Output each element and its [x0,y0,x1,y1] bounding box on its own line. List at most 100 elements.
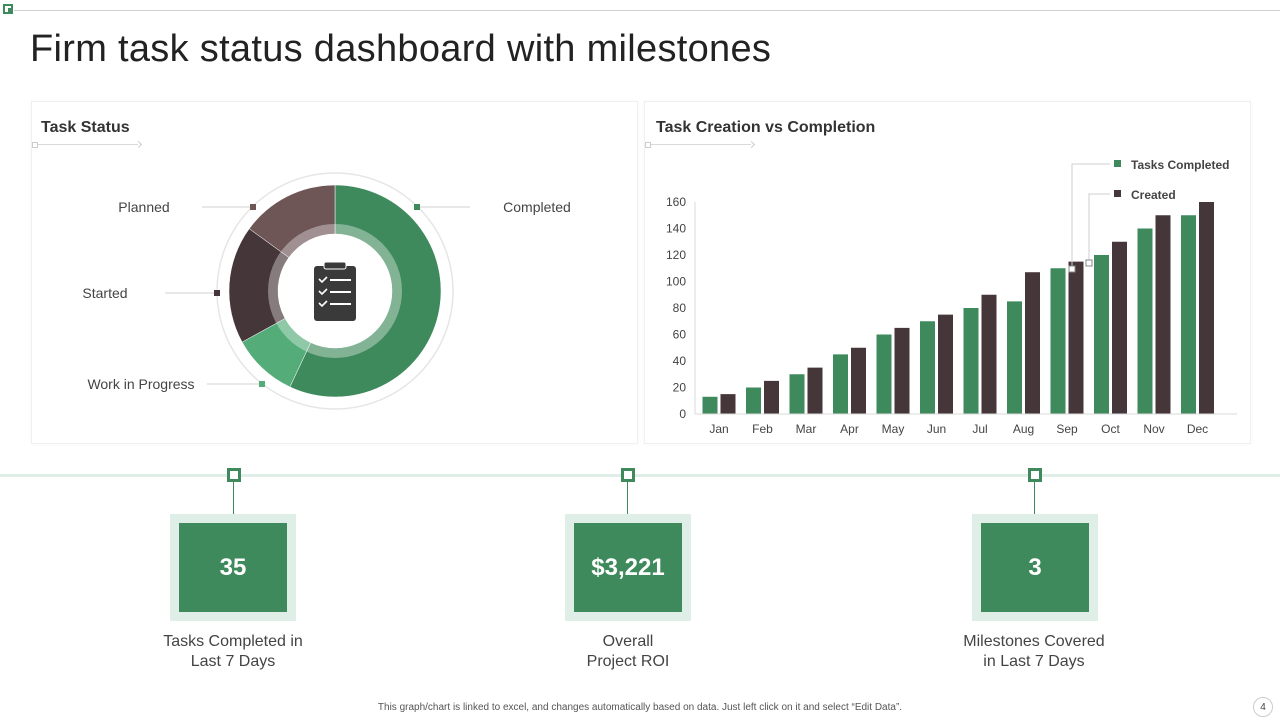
chart-legend: Tasks Completed Created [1068,158,1229,273]
planned-marker [250,204,256,210]
kpi-value: 35 [179,523,287,612]
corner-mark-icon [3,4,13,14]
label-started: Started [82,285,127,301]
title-underline [645,142,751,148]
kpi-label: Milestones Covered in Last 7 Days [914,632,1154,672]
y-tick-label: 40 [673,354,687,368]
legend-connector-created [1088,193,1110,263]
bar-tasks-completed-aug[interactable] [1007,301,1022,414]
bar-created-oct[interactable] [1112,241,1127,414]
kpi-label-line1: Overall [602,633,654,650]
bar-created-jun[interactable] [938,314,953,414]
kpi-value: $3,221 [574,523,682,612]
milestone-node [621,468,635,482]
label-work-in-progress: Work in Progress [87,376,194,392]
kpi-label: Tasks Completed in Last 7 Days [113,632,353,672]
bar-tasks-completed-feb[interactable] [746,387,761,415]
legend-connector-completed [1071,163,1110,269]
legend-swatch-completed [1114,160,1121,167]
bar-chart[interactable]: 0 20 40 60 80 100 120 140 160 Jan Feb Mar Apr May Jun… [645,102,1250,443]
bar-created-may[interactable] [894,327,910,414]
milestone-stem [233,482,234,522]
completed-marker [414,204,420,210]
bar-tasks-completed-dec[interactable] [1181,215,1196,414]
x-tick-label: Jul [972,422,987,436]
x-tick-label: Jun [927,422,946,436]
bar-tasks-completed-apr[interactable] [833,354,848,414]
clipboard-checklist-icon [314,261,356,321]
page-title: Firm task status dashboard with mileston… [30,28,772,70]
bar-tasks-completed-may[interactable] [876,334,892,415]
milestone-node [1028,468,1042,482]
wip-marker [259,381,265,387]
kpi-label: Overall Project ROI [508,632,748,672]
bar-tasks-completed-oct[interactable] [1094,255,1109,414]
bar-tasks-completed-nov[interactable] [1137,228,1153,415]
legend-swatch-created [1114,190,1121,197]
y-tick-label: 120 [666,248,686,262]
x-tick-label: Apr [840,422,859,436]
kpi-label-line1: Milestones Covered [963,633,1105,650]
page-number: 4 [1253,697,1273,717]
kpi-card: 3 [972,514,1098,621]
bar-created-jul[interactable] [981,294,997,414]
y-tick-label: 100 [666,275,686,289]
x-tick-label: Jan [709,422,728,436]
bar-created-mar[interactable] [807,367,823,414]
kpi-label-line1: Tasks Completed in [163,633,303,650]
bar-tasks-completed-sep[interactable] [1050,268,1066,414]
kpi-label-line2: Project ROI [586,653,670,670]
legend-anchor-created [1085,259,1093,267]
x-tick-label: Sep [1056,422,1078,436]
milestone-timeline [0,474,1280,477]
milestone-node [227,468,241,482]
bar-created-apr[interactable] [851,347,866,414]
task-status-panel: Task Status Planned Completed Started Wo… [31,101,638,444]
bar-created-aug[interactable] [1025,272,1040,414]
bar-tasks-completed-mar[interactable] [789,374,805,414]
top-rule [14,10,1280,11]
kpi-label-line2: in Last 7 Days [983,653,1085,670]
x-tick-label: Aug [1013,422,1034,436]
footer-note: This graph/chart is linked to excel, and… [377,702,903,713]
bar-tasks-completed-jan[interactable] [702,396,718,414]
x-tick-label: Dec [1187,422,1208,436]
started-marker [214,290,220,296]
donut-inner-ring [268,224,402,358]
y-tick-label: 140 [666,222,686,236]
bar-tasks-completed-jun[interactable] [920,321,935,414]
x-tick-label: Oct [1101,422,1120,436]
bar-chart-title: Task Creation vs Completion [656,119,876,136]
x-tick-label: Nov [1143,422,1164,436]
x-tick-label: May [882,422,905,436]
bar-created-jan[interactable] [720,394,736,414]
y-tick-label: 20 [673,381,687,395]
y-tick-label: 160 [666,195,686,209]
kpi-value: 3 [981,523,1089,612]
task-creation-panel: Task Creation vs Completion 0 20 40 60 80 100… [644,101,1251,444]
label-planned: Planned [118,199,169,215]
x-tick-label: Feb [752,422,773,436]
kpi-card: 35 [170,514,296,621]
label-completed: Completed [503,199,571,215]
milestone-stem [1034,482,1035,522]
y-tick-label: 0 [679,407,686,421]
title-underline [32,142,138,148]
donut-chart[interactable]: Planned Completed Started Work in Progre… [32,102,637,443]
y-tick-label: 60 [673,328,687,342]
bar-created-dec[interactable] [1199,202,1214,414]
legend-label-created: Created [1131,188,1176,202]
legend-anchor-completed [1068,265,1076,273]
milestone-stem [627,482,628,522]
bar-created-sep[interactable] [1068,261,1084,414]
kpi-card: $3,221 [565,514,691,621]
donut-slice-completed[interactable] [289,184,442,398]
y-tick-label: 80 [673,301,687,315]
bar-tasks-completed-jul[interactable] [963,308,979,414]
x-tick-label: Mar [796,422,817,436]
task-status-title: Task Status [41,119,130,136]
bar-created-nov[interactable] [1155,215,1171,414]
bar-created-feb[interactable] [764,380,779,414]
legend-label-completed: Tasks Completed [1131,158,1229,172]
kpi-label-line2: Last 7 Days [190,653,276,670]
